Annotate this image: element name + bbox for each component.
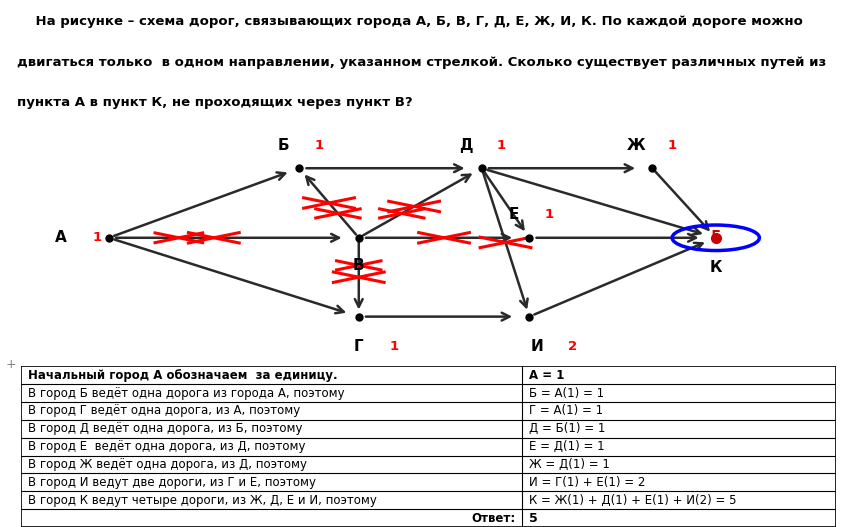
Text: В город Е  ведёт одна дорога, из Д, поэтому: В город Е ведёт одна дорога, из Д, поэто… [28, 440, 305, 453]
Text: На рисунке – схема дорог, связывающих города А, Б, В, Г, Д, Е, Ж, И, К. По каждо: На рисунке – схема дорог, связывающих го… [17, 15, 802, 28]
Text: 1: 1 [92, 231, 101, 245]
Text: 1: 1 [667, 139, 676, 152]
Text: пункта А в пункт К, не проходящих через пункт В?: пункта А в пункт К, не проходящих через … [17, 96, 412, 109]
Text: 2: 2 [567, 340, 577, 353]
Text: В город И ведут две дороги, из Г и Е, поэтому: В город И ведут две дороги, из Г и Е, по… [28, 476, 315, 489]
Text: Д: Д [458, 138, 472, 152]
Text: Е: Е [508, 207, 518, 222]
Text: 1: 1 [497, 139, 505, 152]
Text: Д = Б(1) = 1: Д = Б(1) = 1 [528, 422, 605, 435]
Text: К = Ж(1) + Д(1) + Е(1) + И(2) = 5: К = Ж(1) + Д(1) + Е(1) + И(2) = 5 [528, 494, 735, 507]
Text: двигаться только  в одном направлении, указанном стрелкой. Сколько существует ра: двигаться только в одном направлении, ук… [17, 56, 826, 69]
Text: К: К [709, 260, 721, 276]
Text: Г = А(1) = 1: Г = А(1) = 1 [528, 404, 602, 417]
Text: А: А [55, 230, 67, 245]
Text: В город Д ведёт одна дорога, из Б, поэтому: В город Д ведёт одна дорога, из Б, поэто… [28, 422, 302, 435]
Text: Е = Д(1) = 1: Е = Д(1) = 1 [528, 440, 604, 453]
Text: 1: 1 [314, 139, 323, 152]
Text: +: + [5, 358, 16, 372]
Text: И: И [530, 339, 543, 354]
Text: 1: 1 [389, 340, 399, 353]
Text: В: В [353, 258, 364, 273]
Text: В город К ведут четыре дороги, из Ж, Д, Е и И, поэтому: В город К ведут четыре дороги, из Ж, Д, … [28, 494, 377, 507]
Text: В город Б ведёт одна дорога из города А, поэтому: В город Б ведёт одна дорога из города А,… [28, 386, 344, 399]
Text: Б = А(1) = 1: Б = А(1) = 1 [528, 386, 603, 399]
Text: Начальный город А обозначаем  за единицу.: Начальный город А обозначаем за единицу. [28, 369, 337, 382]
Text: И = Г(1) + Е(1) = 2: И = Г(1) + Е(1) = 2 [528, 476, 644, 489]
Text: В город Ж ведёт одна дорога, из Д, поэтому: В город Ж ведёт одна дорога, из Д, поэто… [28, 458, 307, 471]
Text: Ж: Ж [626, 138, 645, 152]
Text: Ж = Д(1) = 1: Ж = Д(1) = 1 [528, 458, 609, 471]
Text: 5: 5 [710, 230, 720, 245]
Text: Г: Г [354, 339, 363, 354]
Text: А = 1: А = 1 [528, 369, 563, 382]
Text: Б: Б [277, 138, 289, 152]
Text: 1: 1 [544, 208, 553, 221]
Text: Ответ:: Ответ: [471, 512, 515, 524]
Text: 5: 5 [528, 512, 537, 524]
Text: В город Г ведёт одна дорога, из А, поэтому: В город Г ведёт одна дорога, из А, поэто… [28, 404, 300, 417]
